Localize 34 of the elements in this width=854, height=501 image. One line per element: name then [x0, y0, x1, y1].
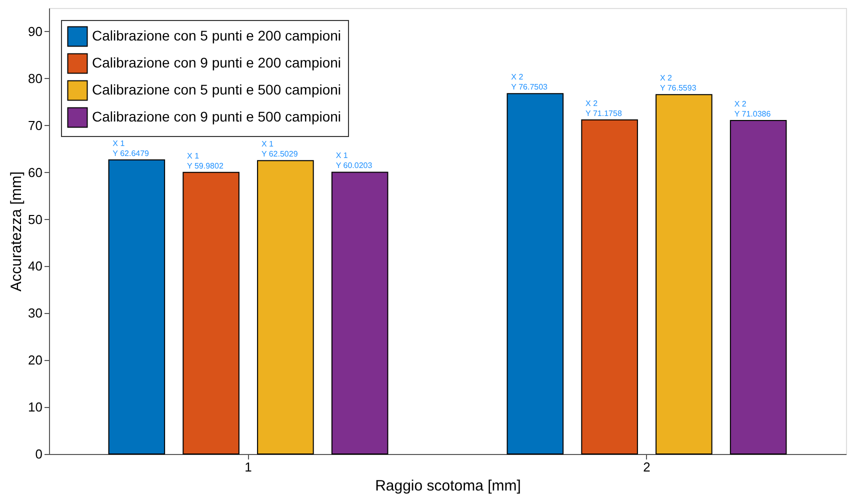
bar [257, 160, 314, 454]
x-tick-label: 1 [244, 460, 252, 474]
y-axis-title: Accuratezza [mm] [8, 171, 26, 292]
bar [108, 159, 166, 454]
bar [331, 172, 388, 454]
x-tick-label: 2 [643, 460, 650, 474]
y-tick-label: 0 [35, 446, 42, 462]
bar [506, 93, 564, 454]
bar [656, 94, 712, 454]
data-label: X 1 Y 59.9802 [187, 151, 224, 170]
bar [730, 120, 787, 454]
y-tick-label: 80 [28, 70, 42, 86]
y-tick-label: 40 [28, 258, 42, 274]
data-label: X 2 Y 76.5593 [660, 74, 697, 93]
data-label: X 2 Y 76.7503 [511, 72, 548, 92]
data-label: X 2 Y 71.0386 [734, 99, 772, 118]
y-tick-label: 20 [28, 352, 42, 368]
bar [182, 172, 240, 454]
x-axis-title: Raggio scotoma [mm] [375, 478, 521, 494]
y-tick-label: 50 [28, 212, 42, 227]
y-tick-label: 60 [28, 164, 42, 180]
legend-label: Calibrazione con 5 punti e 500 campioni [92, 82, 342, 98]
data-label: X 1 Y 60.0203 [336, 151, 373, 170]
y-tick-label: 90 [28, 24, 42, 39]
bar [581, 119, 638, 454]
y-tick-label: 70 [28, 118, 42, 133]
y-tick-label: 10 [28, 400, 42, 415]
legend-label: Calibrazione con 9 punti e 500 campioni [92, 108, 342, 124]
y-tick-label: 30 [28, 306, 42, 321]
legend-label: Calibrazione con 9 punti e 200 campioni [92, 54, 342, 70]
data-label: X 1 Y 62.5029 [261, 140, 298, 159]
legend-label: Calibrazione con 5 punti e 200 campioni [92, 28, 342, 44]
data-label: X 1 Y 62.6479 [112, 138, 150, 158]
data-label: X 2 Y 71.1758 [586, 98, 622, 118]
